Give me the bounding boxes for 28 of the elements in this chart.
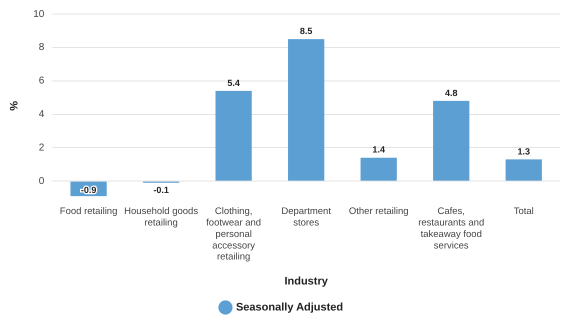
x-tick-label: Clothing, footwear and personal accessory retailing <box>206 206 262 263</box>
bar <box>216 90 252 181</box>
x-axis-title: Industry <box>284 275 329 288</box>
y-tick-label: 8 <box>38 42 45 54</box>
y-tick-label: 2 <box>38 142 45 154</box>
bar <box>433 100 470 181</box>
y-axis-title: % <box>8 100 21 111</box>
x-tick-label: Food retailing <box>60 206 118 218</box>
bar <box>288 39 324 181</box>
bar <box>360 158 397 181</box>
x-tick-label: Cafes, restaurants and takeaway food services <box>418 206 484 252</box>
x-tick-label: Department stores <box>281 206 332 229</box>
y-tick-label: 4 <box>38 109 45 120</box>
legend-label: Seasonally Adjusted <box>236 302 344 314</box>
data-label: 1.3 <box>517 146 530 156</box>
data-label: -0.9 <box>80 185 96 196</box>
x-tick-label: Household goods retailing <box>124 206 198 229</box>
x-tick-label: Total <box>514 206 534 218</box>
data-label: -0.1 <box>153 185 169 196</box>
y-tick-label: 0 <box>38 176 45 187</box>
data-label: 4.8 <box>444 88 458 98</box>
y-tick-label: 6 <box>38 76 45 87</box>
data-label: 1.4 <box>372 144 385 155</box>
data-label: 8.5 <box>300 26 312 36</box>
data-label: 5.4 <box>227 78 240 88</box>
y-tick-label: 10 <box>33 8 45 20</box>
x-tick-label: Other retailing <box>348 206 409 218</box>
bar <box>506 159 542 181</box>
